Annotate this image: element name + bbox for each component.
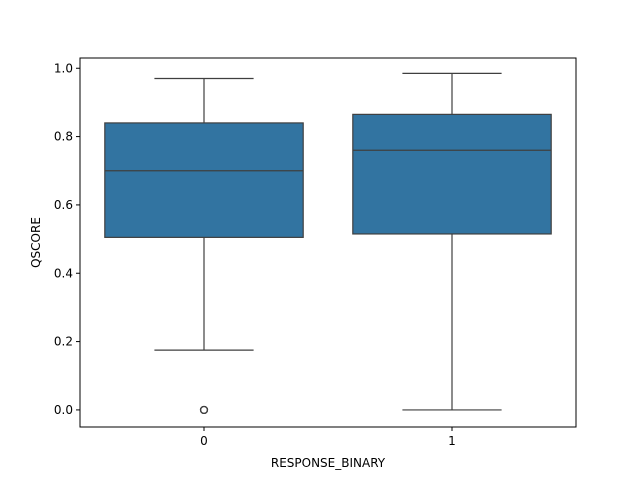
plot-area: [80, 58, 576, 427]
y-axis: 0.0 0.2 0.4 0.6 0.8 1.0: [54, 61, 80, 417]
y-axis-title: QSCORE: [29, 217, 43, 268]
y-tick-label: 0.0: [54, 403, 73, 417]
y-tick-label: 0.8: [54, 130, 73, 144]
boxes-layer: [104, 72, 552, 415]
y-tick-label: 0.6: [54, 198, 73, 212]
x-tick-label: 0: [200, 434, 208, 448]
box-0: [104, 77, 304, 415]
outlier-point: [199, 405, 209, 415]
box-1: [352, 72, 552, 411]
y-tick-label: 0.4: [54, 266, 73, 280]
plot-frame: [79, 57, 577, 428]
box-body: [352, 113, 552, 235]
box-body: [104, 122, 304, 238]
y-tick-label: 0.2: [54, 335, 73, 349]
y-tick-label: 1.0: [54, 61, 73, 75]
x-tick-label: 1: [448, 434, 456, 448]
x-axis-title: RESPONSE_BINARY: [271, 456, 386, 470]
